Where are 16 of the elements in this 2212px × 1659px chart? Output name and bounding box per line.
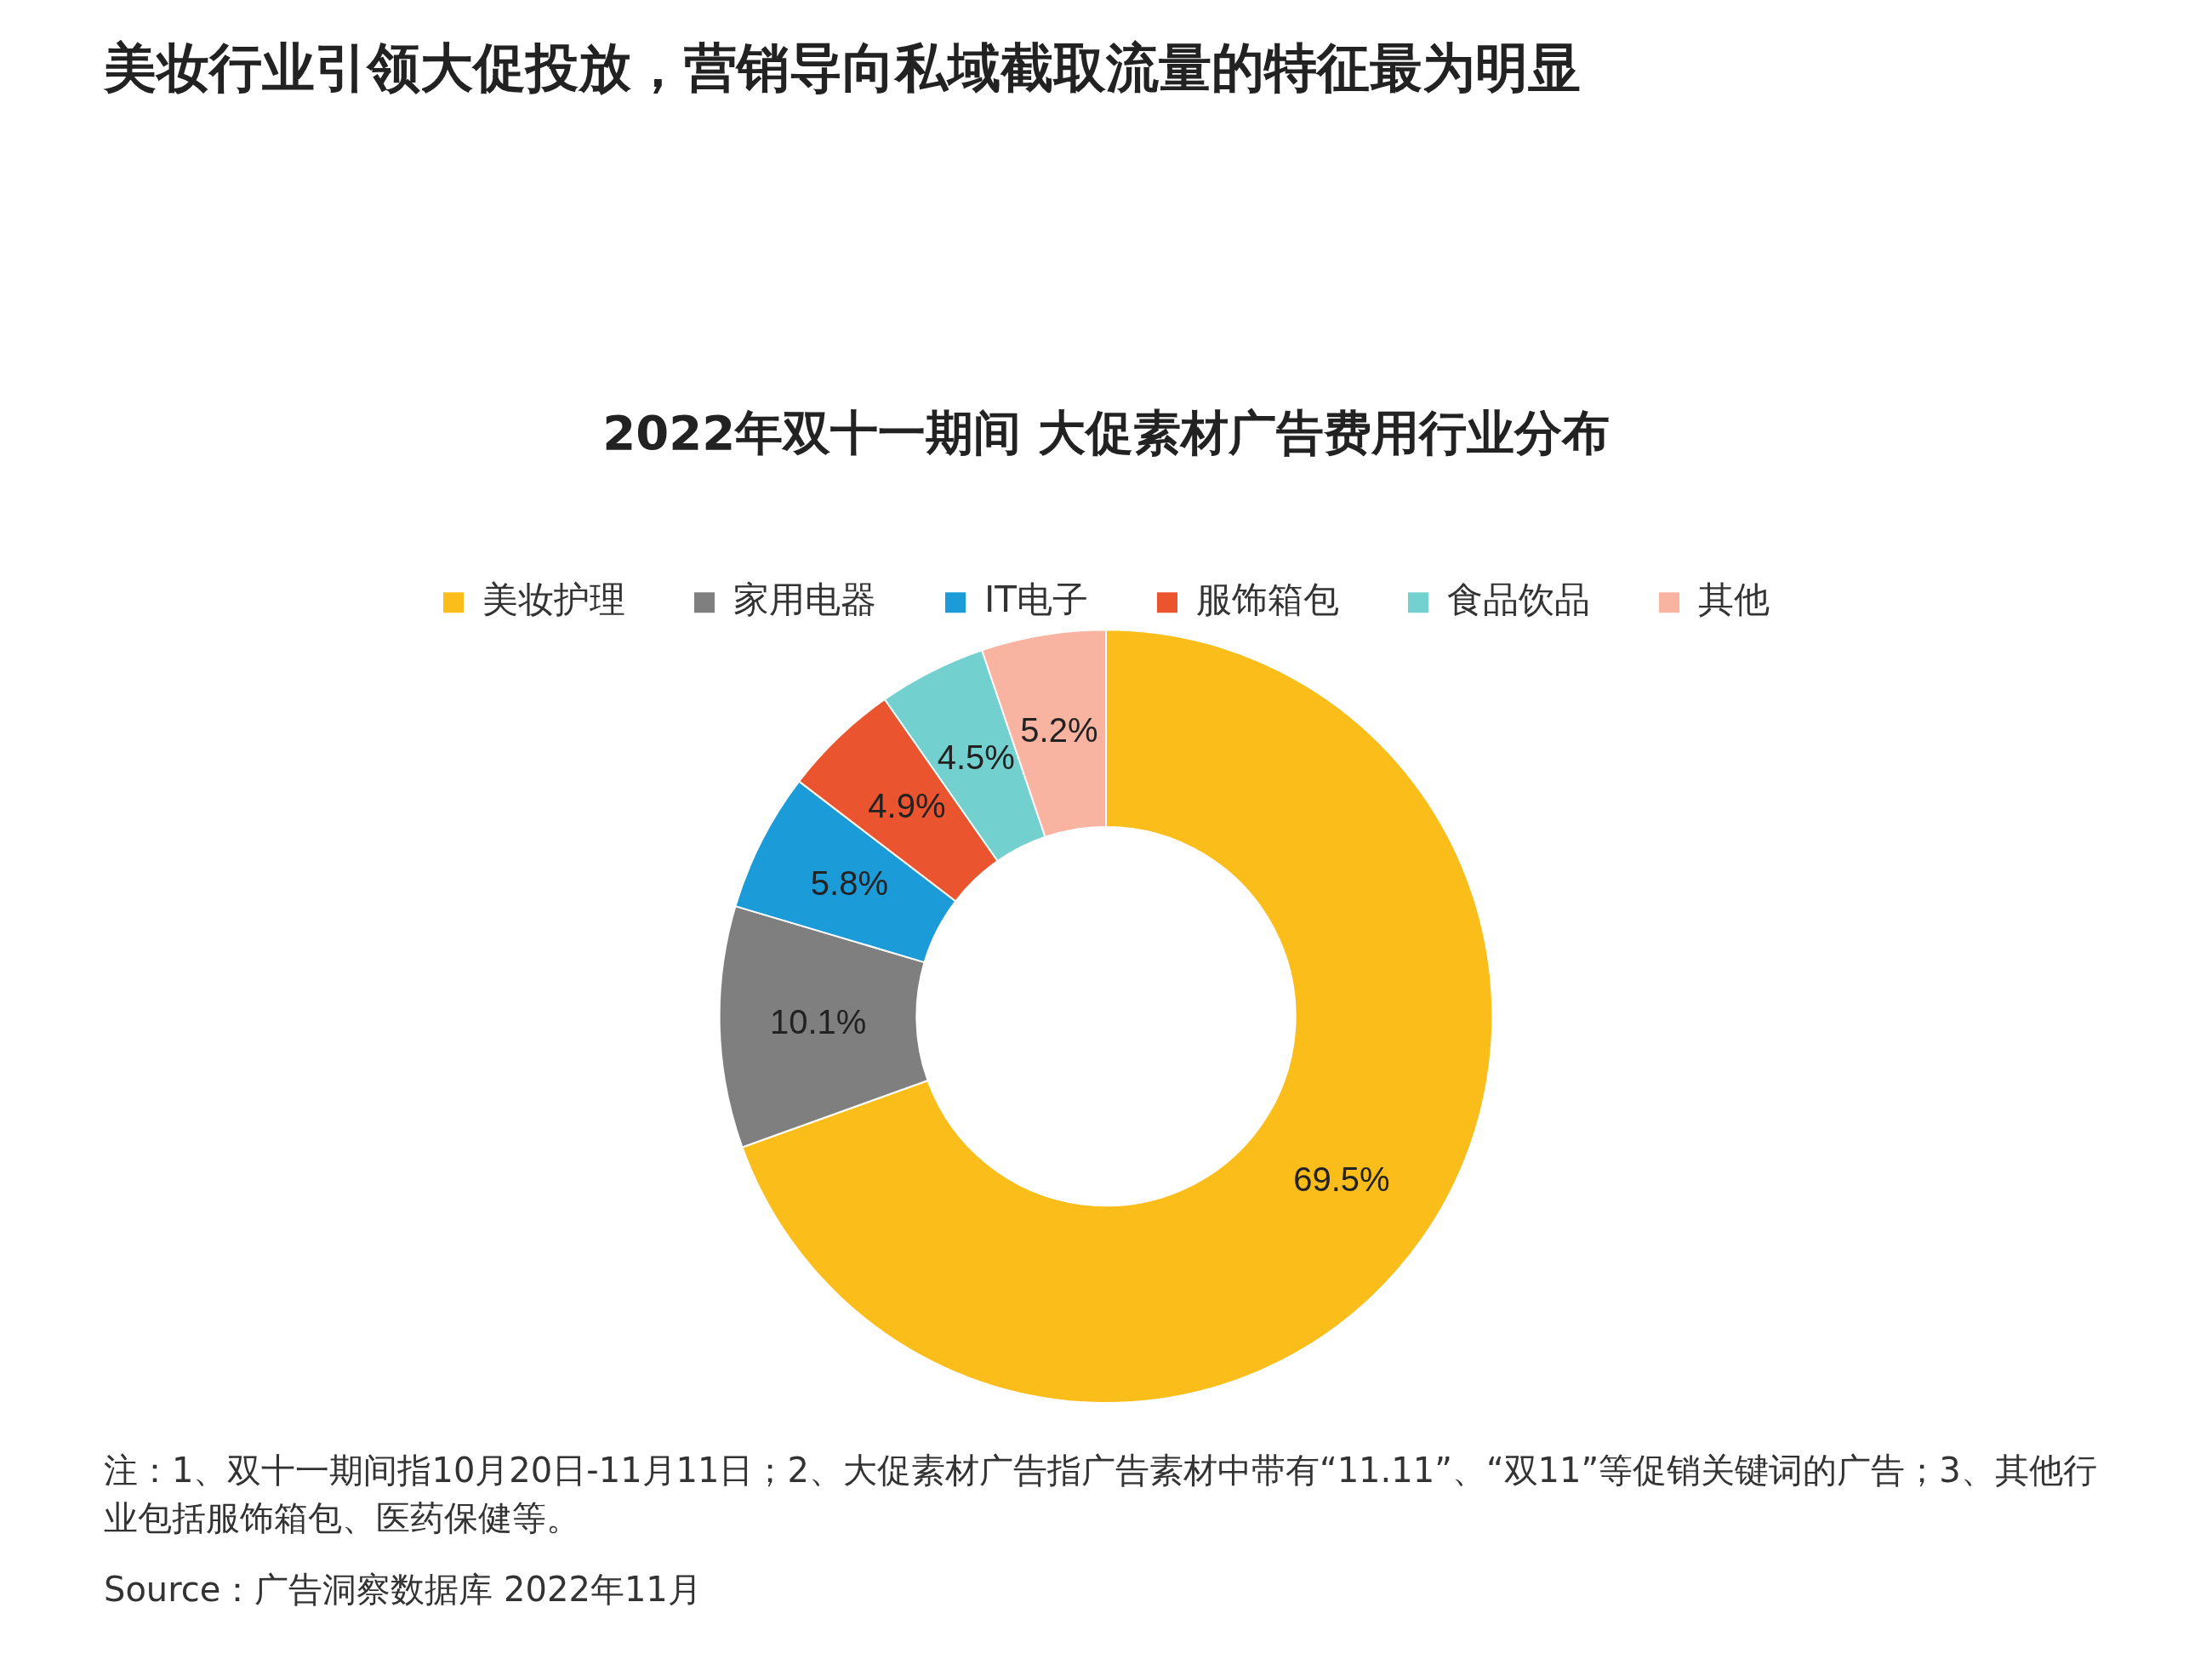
data-label: 10.1% bbox=[769, 1003, 867, 1041]
source-note: Source：广告洞察数据库 2022年11月 bbox=[104, 1569, 703, 1611]
legend-label: 其他 bbox=[1698, 579, 1770, 621]
legend-label: 家用电器 bbox=[733, 579, 876, 621]
chart-subtitle: 2022年双十一期间 大促素材广告费用行业分布 bbox=[602, 405, 1610, 461]
legend-label: 服饰箱包 bbox=[1196, 579, 1340, 621]
data-label: 69.5% bbox=[1293, 1160, 1390, 1199]
legend-label: 食品饮品 bbox=[1447, 579, 1591, 621]
text: 注：1、双十一期间指10月20日-11月11日；2、大促素材广告指广告素材中带有“11.11”、“双11”等促销关键词的广告；3、其他行业包括服饰箱包、医药保健等。 bbox=[104, 1450, 2098, 1539]
legend-label: IT电子 bbox=[983, 579, 1089, 621]
legend-label: 美妆护理 bbox=[482, 579, 625, 621]
data-label: 4.9% bbox=[868, 787, 946, 825]
chart-title: 美妆行业引领大促投放，营销导向私域截取流量的特征最为明显 bbox=[104, 36, 1581, 100]
data-label: 5.2% bbox=[1020, 710, 1098, 749]
data-label: 4.5% bbox=[937, 738, 1015, 776]
data-label: 5.8% bbox=[810, 864, 888, 902]
